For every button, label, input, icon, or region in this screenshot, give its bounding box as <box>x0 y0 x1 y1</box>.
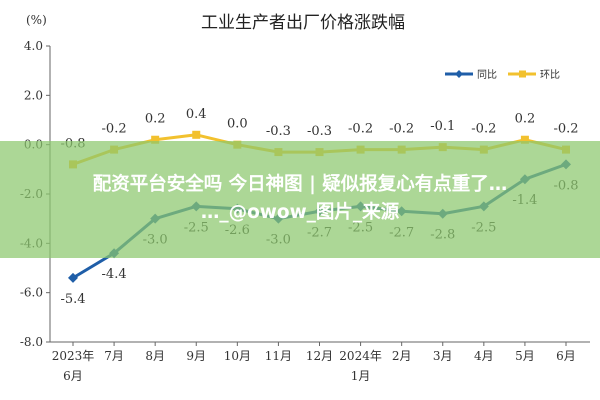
data-label-mom: -0.2 <box>102 122 127 137</box>
data-point-mom <box>520 135 529 144</box>
data-label-mom: 0.2 <box>515 112 536 127</box>
x-tick-label: 2024年 <box>339 349 382 363</box>
data-label-yoy: -4.4 <box>102 267 127 282</box>
data-label-mom: 0.2 <box>145 112 166 127</box>
y-tick-label: 4.0 <box>24 39 43 53</box>
x-tick-label: 9月 <box>186 349 206 363</box>
y-tick-label: 2.0 <box>24 88 43 102</box>
data-point-mom <box>192 130 201 139</box>
data-label-mom: -0.2 <box>389 122 414 137</box>
legend-swatch-marker <box>519 70 526 78</box>
x-tick-label: 10月 <box>224 349 251 363</box>
data-label-mom: -0.2 <box>471 122 496 137</box>
data-point-yoy <box>68 272 78 283</box>
watermark-banner: 配资平台安全吗 今日神图 | 疑似报复心有点重了… …_@owow_图片_来源 <box>0 141 600 258</box>
x-tick-label: 8月 <box>145 349 165 363</box>
x-tick-label: 2023年 <box>52 349 95 363</box>
legend-swatch-marker <box>455 70 463 78</box>
chart-title: 工业生产者出厂价格涨跌幅 <box>201 13 405 33</box>
data-label-mom: -0.1 <box>430 119 455 134</box>
banner-line-2: …_@owow_图片_来源 <box>200 202 400 223</box>
data-label-mom: -0.2 <box>348 122 373 137</box>
legend: 同比 环比 <box>445 69 560 81</box>
data-label-mom: -0.3 <box>266 124 291 139</box>
data-point-mom <box>151 135 160 144</box>
x-tick-label: 6月 <box>63 369 83 383</box>
banner-line-1: 配资平台安全吗 今日神图 | 疑似报复心有点重了… <box>92 174 508 195</box>
legend-label: 同比 <box>477 69 497 81</box>
data-label-yoy: -5.4 <box>60 292 85 307</box>
y-tick-label: -8.0 <box>20 335 43 349</box>
y-tick-label: -6.0 <box>20 286 43 300</box>
x-tick-label: 11月 <box>265 349 292 363</box>
data-label-mom: -0.2 <box>553 122 578 137</box>
x-tick-label: 1月 <box>351 369 371 383</box>
data-label-mom: 0.4 <box>186 107 207 122</box>
legend-label: 环比 <box>540 69 560 81</box>
x-tick-label: 7月 <box>104 349 124 363</box>
x-tick-label: 2月 <box>392 349 412 363</box>
x-tick-label: 6月 <box>556 349 576 363</box>
x-tick-label: 5月 <box>515 349 535 363</box>
x-tick-label: 4月 <box>474 349 494 363</box>
x-tick-label: 12月 <box>306 349 333 363</box>
data-label-mom: -0.3 <box>307 124 332 139</box>
data-label-mom: 0.0 <box>227 117 248 132</box>
x-tick-label: 3月 <box>433 349 453 363</box>
y-unit-label: (%) <box>26 13 47 27</box>
